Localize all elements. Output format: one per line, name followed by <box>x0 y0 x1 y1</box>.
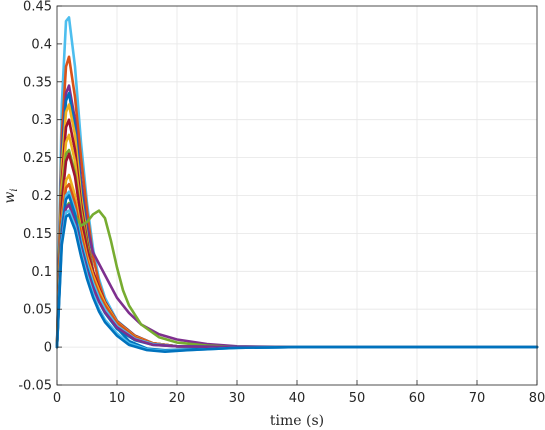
x-tick-label: 0 <box>53 391 61 406</box>
y-tick-label: 0.1 <box>31 265 52 280</box>
y-tick-label: 0.25 <box>23 151 52 166</box>
x-tick-label: 30 <box>229 391 246 406</box>
series-line-15 <box>55 203 539 349</box>
y-tick-label: -0.05 <box>18 379 52 394</box>
x-tick-label: 80 <box>529 391 545 406</box>
y-tick-label: 0.2 <box>31 189 52 204</box>
x-tick-label: 60 <box>409 391 426 406</box>
y-axis-label-main: w <box>2 192 18 204</box>
y-axis-label: wi <box>2 188 20 203</box>
y-tick-label: 0.15 <box>23 227 52 242</box>
y-tick-label: 0.3 <box>31 113 52 128</box>
x-axis-label: time (s) <box>270 413 324 429</box>
series-line-3 <box>55 84 539 349</box>
y-tick-label: 0 <box>44 341 52 356</box>
y-tick-label: 0.05 <box>23 303 52 318</box>
y-tick-label: 0.45 <box>23 0 52 15</box>
x-tick-label: 70 <box>469 391 486 406</box>
series-lines <box>55 16 539 353</box>
x-tick-label: 50 <box>349 391 366 406</box>
y-axis-label-sub: i <box>9 188 20 191</box>
x-tick-label: 10 <box>109 391 126 406</box>
y-axis-ticks: -0.05 0 0.05 0.1 0.15 0.2 0.25 0.3 0.35 0.4 0.45 <box>18 0 62 394</box>
x-axis-ticks: 0 10 20 30 40 50 60 70 80 <box>53 380 545 406</box>
y-tick-label: 0.4 <box>31 37 52 52</box>
y-tick-label: 0.35 <box>23 75 52 90</box>
x-tick-label: 20 <box>169 391 186 406</box>
x-tick-label: 40 <box>289 391 306 406</box>
series-line-17 <box>55 213 539 353</box>
